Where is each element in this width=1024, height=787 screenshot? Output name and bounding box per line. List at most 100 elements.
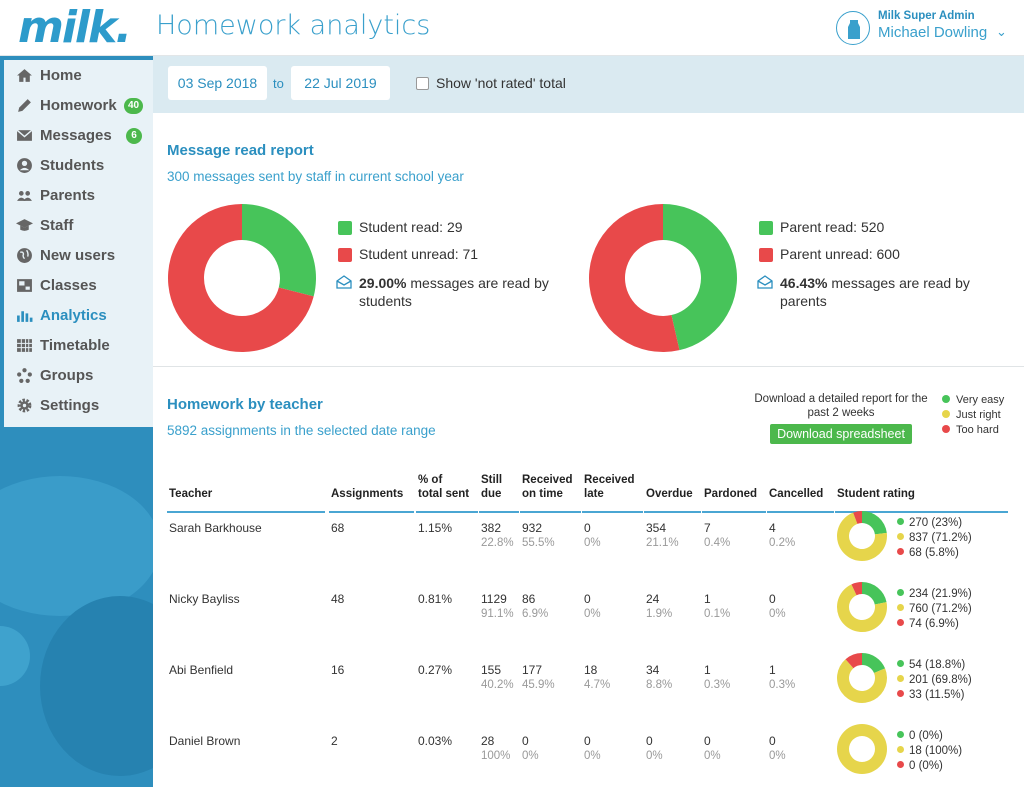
sidebar-item-label: Classes (40, 277, 97, 294)
rating-dot (897, 619, 904, 626)
user-role: Milk Super Admin (878, 10, 975, 22)
cell-overdue: 0 (646, 734, 653, 748)
cell-pct: 0.03% (418, 734, 453, 748)
too-hard-slice (845, 653, 862, 669)
header-underline (644, 511, 701, 513)
cell-assignments: 16 (331, 663, 345, 677)
cell-cancelled: 4 (769, 521, 776, 535)
rating-value: 270 (23%) (909, 517, 963, 529)
parent-read-percentage: 46.43% messages are read by parents (780, 275, 970, 309)
parent-read-label: Parent read: 520 (780, 219, 885, 235)
cell-pardoned-pct: 0.3% (704, 679, 731, 691)
sidebar-item-homework[interactable]: Homework 40 (4, 92, 153, 120)
header-cancelled[interactable]: Cancelled (769, 488, 824, 500)
download-spreadsheet-button[interactable]: Download spreadsheet (770, 424, 912, 444)
rating-value: 68 (5.8%) (909, 547, 959, 559)
homework-by-teacher: Homework by teacher 5892 assignments in … (153, 368, 1024, 787)
user-menu[interactable]: Michael Dowling (878, 24, 988, 41)
rating-value: 0 (0%) (909, 760, 943, 772)
top-header: milk. Homework analytics Milk Super Admi… (0, 0, 1024, 56)
rating-very-easy: 0 (0%) (897, 730, 943, 742)
cell-cancelled: 0 (769, 734, 776, 748)
home-icon (17, 69, 32, 82)
rating-too-hard: 68 (5.8%) (897, 547, 959, 559)
header-still-due[interactable]: Still due (481, 474, 503, 500)
cell-still-due-pct: 91.1% (481, 608, 514, 620)
cell-cancelled-pct: 0% (769, 608, 786, 620)
rating-too-hard: 33 (11.5%) (897, 689, 964, 701)
end-date-field[interactable]: 22 Jul 2019 (291, 66, 390, 100)
header-underline (835, 511, 1008, 513)
envelope-open-icon (757, 275, 773, 289)
gear-icon (17, 398, 32, 413)
homework-count-badge: 40 (124, 98, 144, 114)
just-right-slice (837, 724, 888, 774)
rating-value: 201 (69.8%) (909, 674, 972, 686)
chevron-down-icon[interactable]: ⌄ (996, 24, 1007, 39)
sidebar-item-analytics[interactable]: Analytics (4, 302, 153, 330)
sidebar-item-label: Students (40, 157, 105, 174)
messages-count-badge: 6 (126, 128, 142, 144)
header-received-late[interactable]: Received late (584, 474, 635, 500)
cell-still-due-pct: 40.2% (481, 679, 514, 691)
rating-dot (897, 604, 904, 611)
sidebar-item-staff[interactable]: Staff (4, 212, 153, 240)
header-underline (702, 511, 766, 513)
sidebar-item-new-users[interactable]: New users (4, 242, 153, 270)
rating-dot (897, 518, 904, 525)
section-title: Message read report (167, 142, 314, 159)
just-right-slice (837, 659, 887, 703)
sidebar-item-settings[interactable]: Settings (4, 392, 153, 420)
parent-read-donut-chart (589, 204, 737, 352)
sidebar-item-parents[interactable]: Parents (4, 182, 153, 210)
section-subtitle: 300 messages sent by staff in current sc… (167, 169, 464, 184)
header-overdue[interactable]: Overdue (646, 488, 693, 500)
header-assignments[interactable]: Assignments (331, 488, 404, 500)
section-title: Homework by teacher (167, 396, 323, 413)
start-date-field[interactable]: 03 Sep 2018 (168, 66, 267, 100)
cell-pct: 0.81% (418, 592, 453, 606)
cell-pardoned: 0 (704, 734, 711, 748)
student-rating-donut-chart (837, 511, 887, 561)
sidebar-item-label: Staff (40, 217, 74, 234)
sidebar-item-messages[interactable]: Messages 6 (4, 122, 153, 150)
user-avatar[interactable] (836, 11, 870, 45)
show-not-rated-label[interactable]: Show 'not rated' total (436, 75, 566, 91)
rating-dot (897, 675, 904, 682)
sidebar-item-timetable[interactable]: Timetable (4, 332, 153, 360)
header-received-on-time[interactable]: Received on time (522, 474, 573, 500)
header-teacher[interactable]: Teacher (169, 488, 213, 500)
sidebar-item-label: Settings (40, 397, 100, 414)
sidebar-item-home[interactable]: Home (4, 62, 153, 90)
cell-overdue-pct: 21.1% (646, 537, 679, 549)
header-pardoned[interactable]: Pardoned (704, 488, 758, 500)
header-percent-total[interactable]: % of total sent (418, 474, 470, 500)
just-right-slice (837, 584, 887, 632)
calendar-grid-icon (17, 339, 32, 352)
sidebar-item-students[interactable]: Students (4, 152, 153, 180)
student-rating-donut-chart (837, 724, 888, 774)
cell-pct: 0.27% (418, 663, 453, 677)
show-not-rated-checkbox[interactable] (416, 77, 429, 90)
student-read-percentage: 29.00% messages are read by students (359, 275, 549, 309)
header-underline (167, 511, 325, 513)
cell-cancelled-pct: 0.3% (769, 679, 796, 691)
rating-dot (897, 660, 904, 667)
too-hard-slice (851, 582, 862, 596)
milk-logo[interactable]: milk. (18, 2, 132, 53)
users-icon (17, 191, 32, 201)
parent-unread-label: Parent unread: 600 (780, 246, 900, 262)
page-title: Homework analytics (156, 10, 431, 41)
sidebar-item-classes[interactable]: Classes (4, 272, 153, 300)
cell-still-due: 382 (481, 521, 502, 535)
rating-value: 837 (71.2%) (909, 532, 972, 544)
cell-pct: 1.15% (418, 521, 453, 535)
milk-bottle-icon (848, 20, 860, 39)
user-circle-icon (17, 158, 32, 173)
cell-cancelled-pct: 0.2% (769, 537, 796, 549)
student-read-slice (242, 204, 316, 297)
header-student-rating[interactable]: Student rating (837, 488, 915, 500)
student-rating-donut-chart (837, 582, 887, 632)
sidebar-item-groups[interactable]: Groups (4, 362, 153, 390)
rating-dot (897, 548, 904, 555)
